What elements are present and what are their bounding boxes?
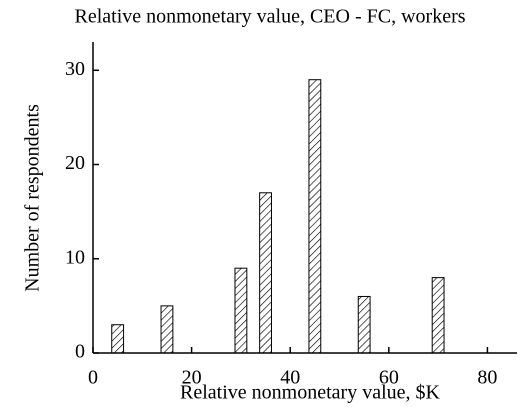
bar (234, 267, 248, 354)
bar (357, 295, 371, 354)
y-tick-label: 0 (75, 341, 85, 363)
chart-title: Relative nonmonetary value, CEO - FC, wo… (74, 6, 465, 28)
x-axis-label: Relative nonmonetary value, $K (180, 382, 440, 404)
y-tick-label: 20 (65, 152, 85, 174)
bar (308, 79, 322, 354)
y-axis-label: Number of respondents (22, 104, 44, 292)
bar (431, 277, 445, 354)
x-tick-label: 60 (379, 367, 399, 389)
bar (160, 305, 174, 354)
x-tick-label: 80 (477, 367, 497, 389)
x-tick-label: 0 (88, 367, 98, 389)
bar (111, 324, 125, 354)
x-tick-label: 20 (182, 367, 202, 389)
bar (259, 192, 272, 354)
y-tick-label: 30 (65, 58, 85, 80)
y-tick-label: 10 (65, 246, 85, 268)
x-tick-label: 40 (280, 367, 300, 389)
